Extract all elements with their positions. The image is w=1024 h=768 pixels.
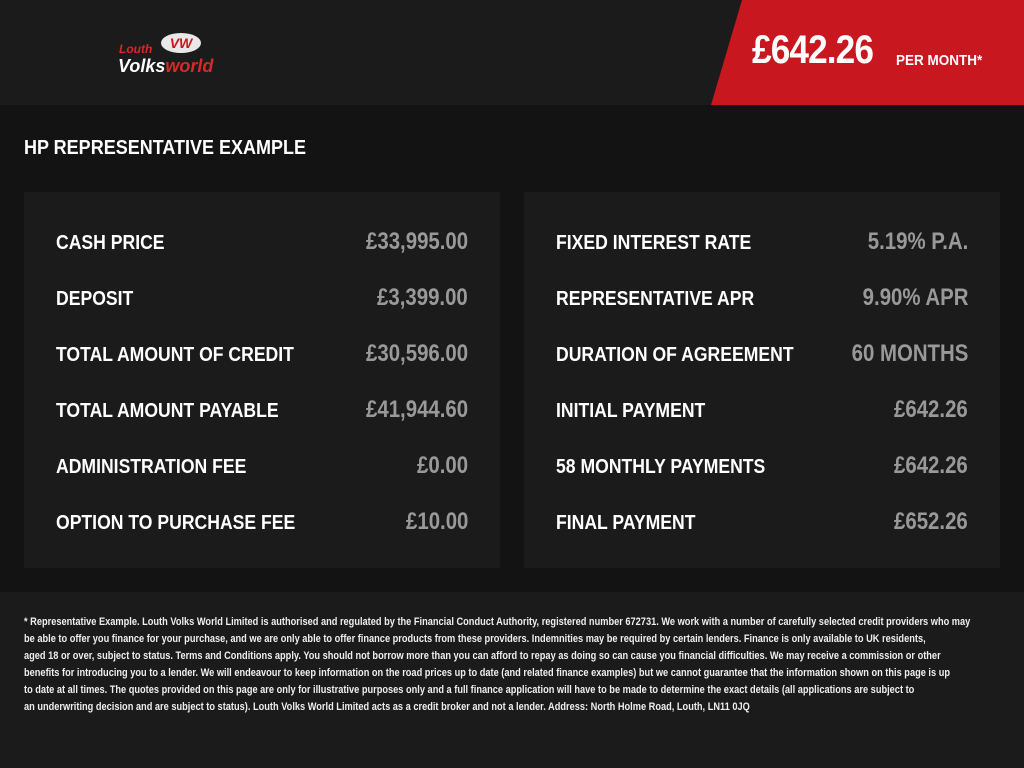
row-duration: DURATION OF AGREEMENT 60 MONTHS <box>556 340 968 370</box>
label: CASH PRICE <box>56 232 165 254</box>
louth-volksworld-logo: VW Louth Volksworld <box>118 33 214 76</box>
label: INITIAL PAYMENT <box>556 400 706 422</box>
per-month-label: PER MONTH* <box>896 52 983 69</box>
finance-panel-left: CASH PRICE £33,995.00 DEPOSIT £3,399.00 TO… <box>24 192 500 568</box>
label: FIXED INTEREST RATE <box>556 232 752 254</box>
finance-panel-right: FIXED INTEREST RATE 5.19% P.A. REPRESENTA… <box>524 192 1000 568</box>
value: £652.26 <box>894 508 968 535</box>
label: DEPOSIT <box>56 288 134 310</box>
disclaimer-line: an underwriting decision and are subject… <box>24 701 750 713</box>
value: £33,995.00 <box>365 228 468 255</box>
svg-text:Volksworld: Volksworld <box>118 56 214 76</box>
value: £3,399.00 <box>377 284 468 311</box>
value: £41,944.60 <box>365 396 468 423</box>
monthly-price: £642.26 <box>752 28 874 72</box>
value: £0.00 <box>416 452 468 479</box>
label: TOTAL AMOUNT PAYABLE <box>56 400 279 422</box>
row-apr: REPRESENTATIVE APR 9.90% APR <box>556 284 968 314</box>
page-title: HP REPRESENTATIVE EXAMPLE <box>24 137 307 159</box>
row-option-fee: OPTION TO PURCHASE FEE £10.00 <box>56 508 468 538</box>
label: 58 MONTHLY PAYMENTS <box>556 456 766 478</box>
row-monthly-payments: 58 MONTHLY PAYMENTS £642.26 <box>556 452 968 482</box>
value: £30,596.00 <box>365 340 468 367</box>
label: TOTAL AMOUNT OF CREDIT <box>56 344 294 366</box>
value: 60 MONTHS <box>851 340 968 367</box>
label: OPTION TO PURCHASE FEE <box>56 512 296 534</box>
label: REPRESENTATIVE APR <box>556 288 755 310</box>
row-cash-price: CASH PRICE £33,995.00 <box>56 228 468 258</box>
disclaimer-line: * Representative Example. Louth Volks Wo… <box>24 616 971 628</box>
price-banner <box>711 0 1024 105</box>
row-total-credit: TOTAL AMOUNT OF CREDIT £30,596.00 <box>56 340 468 370</box>
value: 9.90% APR <box>862 284 968 311</box>
disclaimer-line: aged 18 or over, subject to status. Term… <box>24 650 941 662</box>
row-admin-fee: ADMINISTRATION FEE £0.00 <box>56 452 468 482</box>
value: 5.19% P.A. <box>867 228 968 255</box>
svg-text:VW: VW <box>170 35 194 51</box>
value: £10.00 <box>405 508 468 535</box>
label: DURATION OF AGREEMENT <box>556 344 794 366</box>
row-deposit: DEPOSIT £3,399.00 <box>56 284 468 314</box>
value: £642.26 <box>894 396 968 423</box>
disclaimer-line: benefits for introducing you to a lender… <box>24 667 950 679</box>
header: VW Louth Volksworld £642.26 PER MONTH* <box>0 0 1024 105</box>
label: ADMINISTRATION FEE <box>56 456 247 478</box>
row-interest-rate: FIXED INTEREST RATE 5.19% P.A. <box>556 228 968 258</box>
row-final-payment: FINAL PAYMENT £652.26 <box>556 508 968 538</box>
label: FINAL PAYMENT <box>556 512 696 534</box>
disclaimer-line: to date at all times. The quotes provide… <box>24 684 915 696</box>
disclaimer-line: be able to offer you finance for your pu… <box>24 633 926 645</box>
value: £642.26 <box>894 452 968 479</box>
svg-text:Louth: Louth <box>119 42 152 56</box>
row-total-payable: TOTAL AMOUNT PAYABLE £41,944.60 <box>56 396 468 426</box>
disclaimer: * Representative Example. Louth Volks Wo… <box>0 592 1024 768</box>
row-initial-payment: INITIAL PAYMENT £642.26 <box>556 396 968 426</box>
